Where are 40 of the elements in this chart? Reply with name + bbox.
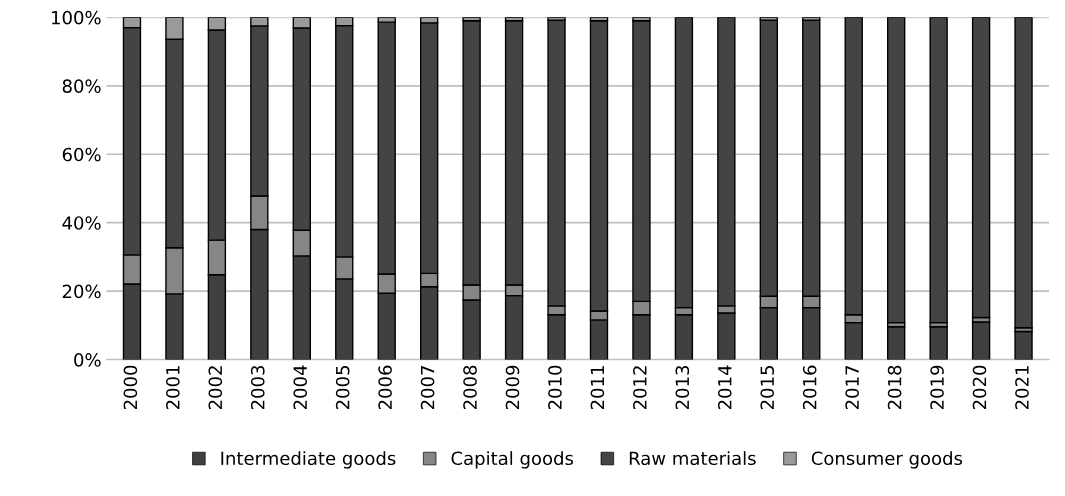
x-tick-label: 2010 — [548, 365, 562, 410]
y-tick-label: 80% — [62, 79, 101, 93]
x-tick-label: 2008 — [463, 365, 477, 410]
bar — [886, 17, 906, 324]
x-tick-label: 2005 — [335, 366, 350, 410]
x-tick-label: 2019 — [930, 365, 944, 410]
x-tick-label: 2017 — [845, 366, 859, 410]
x-tick-label: 2020 — [972, 365, 987, 410]
x-tick-label: 2001 — [166, 366, 180, 410]
bar — [886, 326, 906, 360]
x-tick-label: 2012 — [633, 366, 647, 410]
x-tick-label: 2009 — [505, 365, 520, 410]
y-tick-label: 40% — [62, 216, 101, 230]
x-tick-label: 2006 — [378, 365, 392, 410]
bar — [971, 17, 991, 319]
y-tick-label: 100% — [52, 10, 101, 25]
x-tick-label: 2013 — [675, 365, 690, 410]
x-tick-label: 2004 — [293, 365, 308, 410]
bar — [929, 17, 948, 324]
legend-label: Consumer goods — [811, 451, 963, 469]
x-tick-label: 2018 — [887, 365, 902, 410]
y-tick-label: 0% — [74, 353, 101, 367]
y-tick-label: 60% — [62, 147, 101, 162]
y-tick-label: 20% — [62, 284, 101, 299]
bar — [1014, 17, 1033, 329]
x-tick-label: 2007 — [420, 366, 435, 410]
bar — [929, 326, 948, 360]
x-tick-label: 2021 — [1015, 366, 1029, 410]
x-tick-label: 2002 — [208, 366, 223, 410]
legend-label: Capital goods — [451, 451, 574, 469]
x-tick-label: 2000 — [123, 365, 138, 410]
x-tick-label: 2003 — [250, 365, 265, 410]
bar — [1014, 330, 1033, 360]
x-tick-label: 2011 — [590, 366, 605, 410]
bar — [971, 321, 991, 360]
legend-label: Raw materials — [629, 451, 756, 466]
x-tick-label: 2015 — [760, 366, 775, 410]
legend-label: Intermediate goods — [221, 451, 396, 469]
x-tick-label: 2014 — [717, 365, 732, 410]
x-tick-label: 2016 — [802, 365, 817, 410]
